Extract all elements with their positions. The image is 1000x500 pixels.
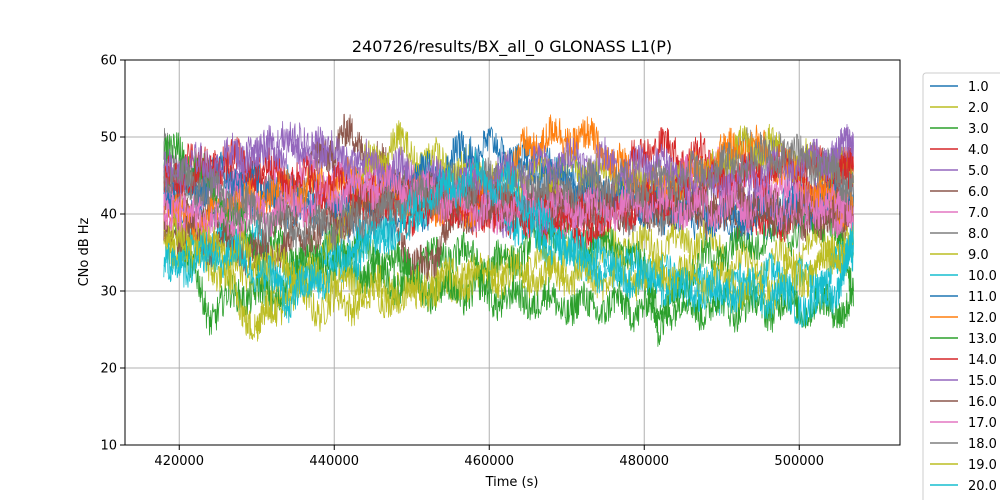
- legend-entry-label: 7.0: [968, 206, 989, 221]
- series-line: [163, 213, 854, 314]
- x-tick-label: 480000: [619, 454, 669, 469]
- series-line: [163, 132, 854, 333]
- y-tick-label: 20: [100, 362, 117, 377]
- legend-entry-label: 8.0: [968, 227, 989, 242]
- y-tick-label: 50: [100, 131, 117, 146]
- legend-entry-label: 16.0: [968, 395, 997, 410]
- y-tick-label: 10: [100, 439, 117, 454]
- y-axis: 10 20 30 40 50 60: [100, 54, 125, 454]
- series-layer: [163, 113, 854, 347]
- series-line: [163, 136, 854, 240]
- plot-frame: [124, 59, 901, 446]
- legend-entry-label: 5.0: [968, 164, 989, 179]
- legend-entry-label: 15.0: [968, 374, 997, 389]
- legend-entry-label: 20.0: [968, 479, 997, 494]
- x-tick-label: 460000: [464, 454, 514, 469]
- chart-title: 240726/results/BX_all_0 GLONASS L1(P): [352, 37, 672, 57]
- series-line: [163, 167, 854, 316]
- legend: 1.0 2.0 3.0 4.0 5.0 6.0 7.0 8.0 9.0 10.0 11.0 12.0 1…: [922, 72, 1000, 500]
- legend-entry-label: 2.0: [968, 101, 989, 116]
- y-axis-label: CNo dB Hz: [77, 217, 92, 286]
- legend-entry-label: 10.0: [968, 269, 997, 284]
- y-tick-label: 60: [100, 54, 117, 69]
- legend-entry-label: 14.0: [968, 353, 997, 368]
- x-axis: 420000 440000 460000 480000 500000: [154, 445, 824, 469]
- series-line: [163, 150, 854, 328]
- legend-entry-label: 12.0: [968, 311, 997, 326]
- legend-entry-label: 4.0: [968, 143, 989, 158]
- x-axis-label: Time (s): [485, 475, 539, 490]
- legend-frame: [922, 72, 1000, 500]
- legend-entry-label: 1.0: [968, 80, 989, 95]
- y-tick-label: 30: [100, 285, 117, 300]
- x-tick-label: 440000: [309, 454, 359, 469]
- legend-entry-label: 17.0: [968, 416, 997, 431]
- x-tick-label: 500000: [774, 454, 824, 469]
- legend-entry-label: 6.0: [968, 185, 989, 200]
- series-line: [163, 131, 854, 253]
- legend-entry-label: 19.0: [968, 458, 997, 473]
- x-tick-label: 420000: [154, 454, 204, 469]
- legend-entry-label: 11.0: [968, 290, 997, 305]
- legend-entry-label: 9.0: [968, 248, 989, 263]
- legend-entry-label: 18.0: [968, 437, 997, 452]
- legend-entry-label: 3.0: [968, 122, 989, 137]
- y-tick-label: 40: [100, 208, 117, 223]
- legend-entry-label: 13.0: [968, 332, 997, 347]
